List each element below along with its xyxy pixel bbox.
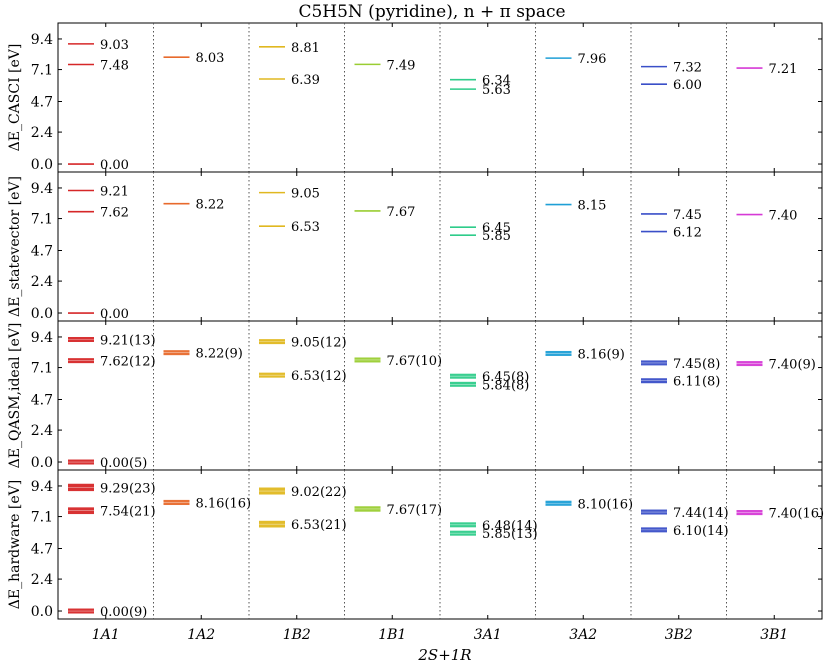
level-value-label: 8.03 bbox=[196, 51, 225, 66]
y-tick-label: 0.0 bbox=[31, 306, 53, 322]
level-value-label: 7.45(8) bbox=[673, 357, 720, 372]
level-value-label: 6.48(14) bbox=[482, 519, 538, 534]
y-tick-label: 0.0 bbox=[31, 604, 53, 620]
level-value-label: 7.40(9) bbox=[769, 358, 816, 373]
level-value-label: 7.67(17) bbox=[387, 503, 443, 518]
level-value-label: 0.00 bbox=[100, 307, 129, 322]
x-axis-label: 2S+1R bbox=[417, 646, 471, 664]
x-tick-label: 1A2 bbox=[187, 627, 215, 643]
y-tick-label: 7.1 bbox=[31, 510, 53, 526]
y-tick-label: 7.1 bbox=[31, 212, 53, 228]
level-value-label: 7.62 bbox=[100, 206, 129, 221]
level-value-label: 6.45 bbox=[482, 221, 511, 236]
chart-title: C5H5N (pyridine), n + π space bbox=[298, 2, 565, 22]
level-value-label: 6.11(8) bbox=[673, 375, 720, 390]
y-tick-label: 2.4 bbox=[31, 274, 53, 290]
panels-group: 0.02.44.77.19.4ΔE_CASCI [eV] 9.037.480.00… bbox=[7, 22, 825, 643]
level-value-label: 9.03 bbox=[100, 38, 129, 53]
x-tick-label: 3A1 bbox=[474, 627, 502, 643]
y-axis-label: ΔE_statevector [eV] bbox=[7, 176, 23, 317]
level-value-label: 7.67(10) bbox=[387, 354, 443, 369]
level-value-label: 7.40 bbox=[769, 209, 798, 224]
level-value-label: 9.21(13) bbox=[100, 333, 156, 348]
panel-frame bbox=[57, 320, 823, 471]
y-tick-label: 0.0 bbox=[31, 157, 53, 173]
y-axis-label: ΔE_QASM,ideal [eV] bbox=[7, 323, 23, 469]
level-value-label: 6.53 bbox=[291, 220, 320, 235]
level-value-label: 5.85 bbox=[482, 229, 511, 244]
level-value-label: 7.67 bbox=[387, 205, 416, 220]
y-tick-label: 9.4 bbox=[31, 330, 53, 346]
level-value-label: 6.39 bbox=[291, 73, 320, 88]
x-tick-label: 3B2 bbox=[665, 627, 693, 643]
level-value-label: 9.02(22) bbox=[291, 485, 347, 500]
y-tick-label: 0.0 bbox=[31, 455, 53, 471]
level-value-label: 6.10(14) bbox=[673, 524, 729, 539]
level-value-label: 6.12 bbox=[673, 226, 702, 241]
y-axis-label: ΔE_CASCI [eV] bbox=[7, 44, 23, 152]
level-value-label: 9.29(23) bbox=[100, 481, 156, 496]
y-tick-label: 2.4 bbox=[31, 125, 53, 141]
level-value-label: 5.85(13) bbox=[482, 527, 538, 542]
level-value-label: 8.22(9) bbox=[196, 347, 243, 362]
x-tick-label: 3A2 bbox=[569, 627, 597, 643]
y-tick-label: 9.4 bbox=[31, 479, 53, 495]
y-tick-label: 4.7 bbox=[31, 541, 53, 557]
level-value-label: 7.96 bbox=[578, 52, 607, 67]
level-value-label: 7.32 bbox=[673, 61, 702, 76]
y-axis-label: ΔE_hardware [eV] bbox=[7, 480, 23, 609]
level-value-label: 0.00 bbox=[100, 158, 129, 173]
level-value-label: 8.10(16) bbox=[578, 497, 634, 512]
level-value-label: 8.15 bbox=[578, 199, 607, 214]
y-tick-label: 2.4 bbox=[31, 423, 53, 439]
level-value-label: 5.63 bbox=[482, 83, 511, 98]
panel-frame bbox=[57, 469, 823, 620]
level-value-label: 6.34 bbox=[482, 74, 511, 89]
level-value-label: 7.45 bbox=[673, 208, 702, 223]
level-value-label: 7.40(16) bbox=[769, 507, 825, 522]
level-value-label: 7.21 bbox=[769, 62, 798, 77]
level-value-label: 8.16(9) bbox=[578, 347, 625, 362]
level-value-label: 6.53(12) bbox=[291, 369, 347, 384]
level-value-label: 9.05 bbox=[291, 187, 320, 202]
level-value-label: 7.44(14) bbox=[673, 506, 729, 521]
level-value-label: 8.22 bbox=[196, 198, 225, 213]
level-value-label: 6.53(21) bbox=[291, 518, 347, 533]
y-tick-label: 4.7 bbox=[31, 94, 53, 110]
level-value-label: 6.00 bbox=[673, 78, 702, 93]
level-value-label: 6.45(8) bbox=[482, 370, 529, 385]
level-value-label: 8.81 bbox=[291, 41, 320, 56]
level-value-label: 7.54(21) bbox=[100, 505, 156, 520]
level-value-label: 9.21 bbox=[100, 184, 129, 199]
panel-frame bbox=[57, 22, 823, 173]
level-value-label: 5.84(8) bbox=[482, 378, 529, 393]
level-value-label: 7.62(12) bbox=[100, 355, 156, 370]
x-tick-label: 1B2 bbox=[283, 627, 311, 643]
y-tick-label: 9.4 bbox=[31, 181, 53, 197]
level-value-label: 9.05(12) bbox=[291, 336, 347, 351]
level-value-label: 7.48 bbox=[100, 59, 129, 74]
x-tick-label: 3B1 bbox=[760, 627, 788, 643]
y-tick-label: 2.4 bbox=[31, 572, 53, 588]
y-tick-label: 7.1 bbox=[31, 63, 53, 79]
level-value-label: 7.49 bbox=[387, 58, 416, 73]
y-tick-label: 9.4 bbox=[31, 32, 53, 48]
y-tick-label: 4.7 bbox=[31, 392, 53, 408]
level-value-label: 8.16(16) bbox=[196, 496, 252, 511]
panel-frame bbox=[57, 171, 823, 322]
x-tick-label: 1B1 bbox=[378, 627, 406, 643]
level-value-label: 0.00(9) bbox=[100, 605, 147, 620]
y-tick-label: 7.1 bbox=[31, 361, 53, 377]
level-value-label: 0.00(5) bbox=[100, 456, 147, 471]
y-tick-label: 4.7 bbox=[31, 243, 53, 259]
x-tick-label: 1A1 bbox=[92, 627, 120, 643]
